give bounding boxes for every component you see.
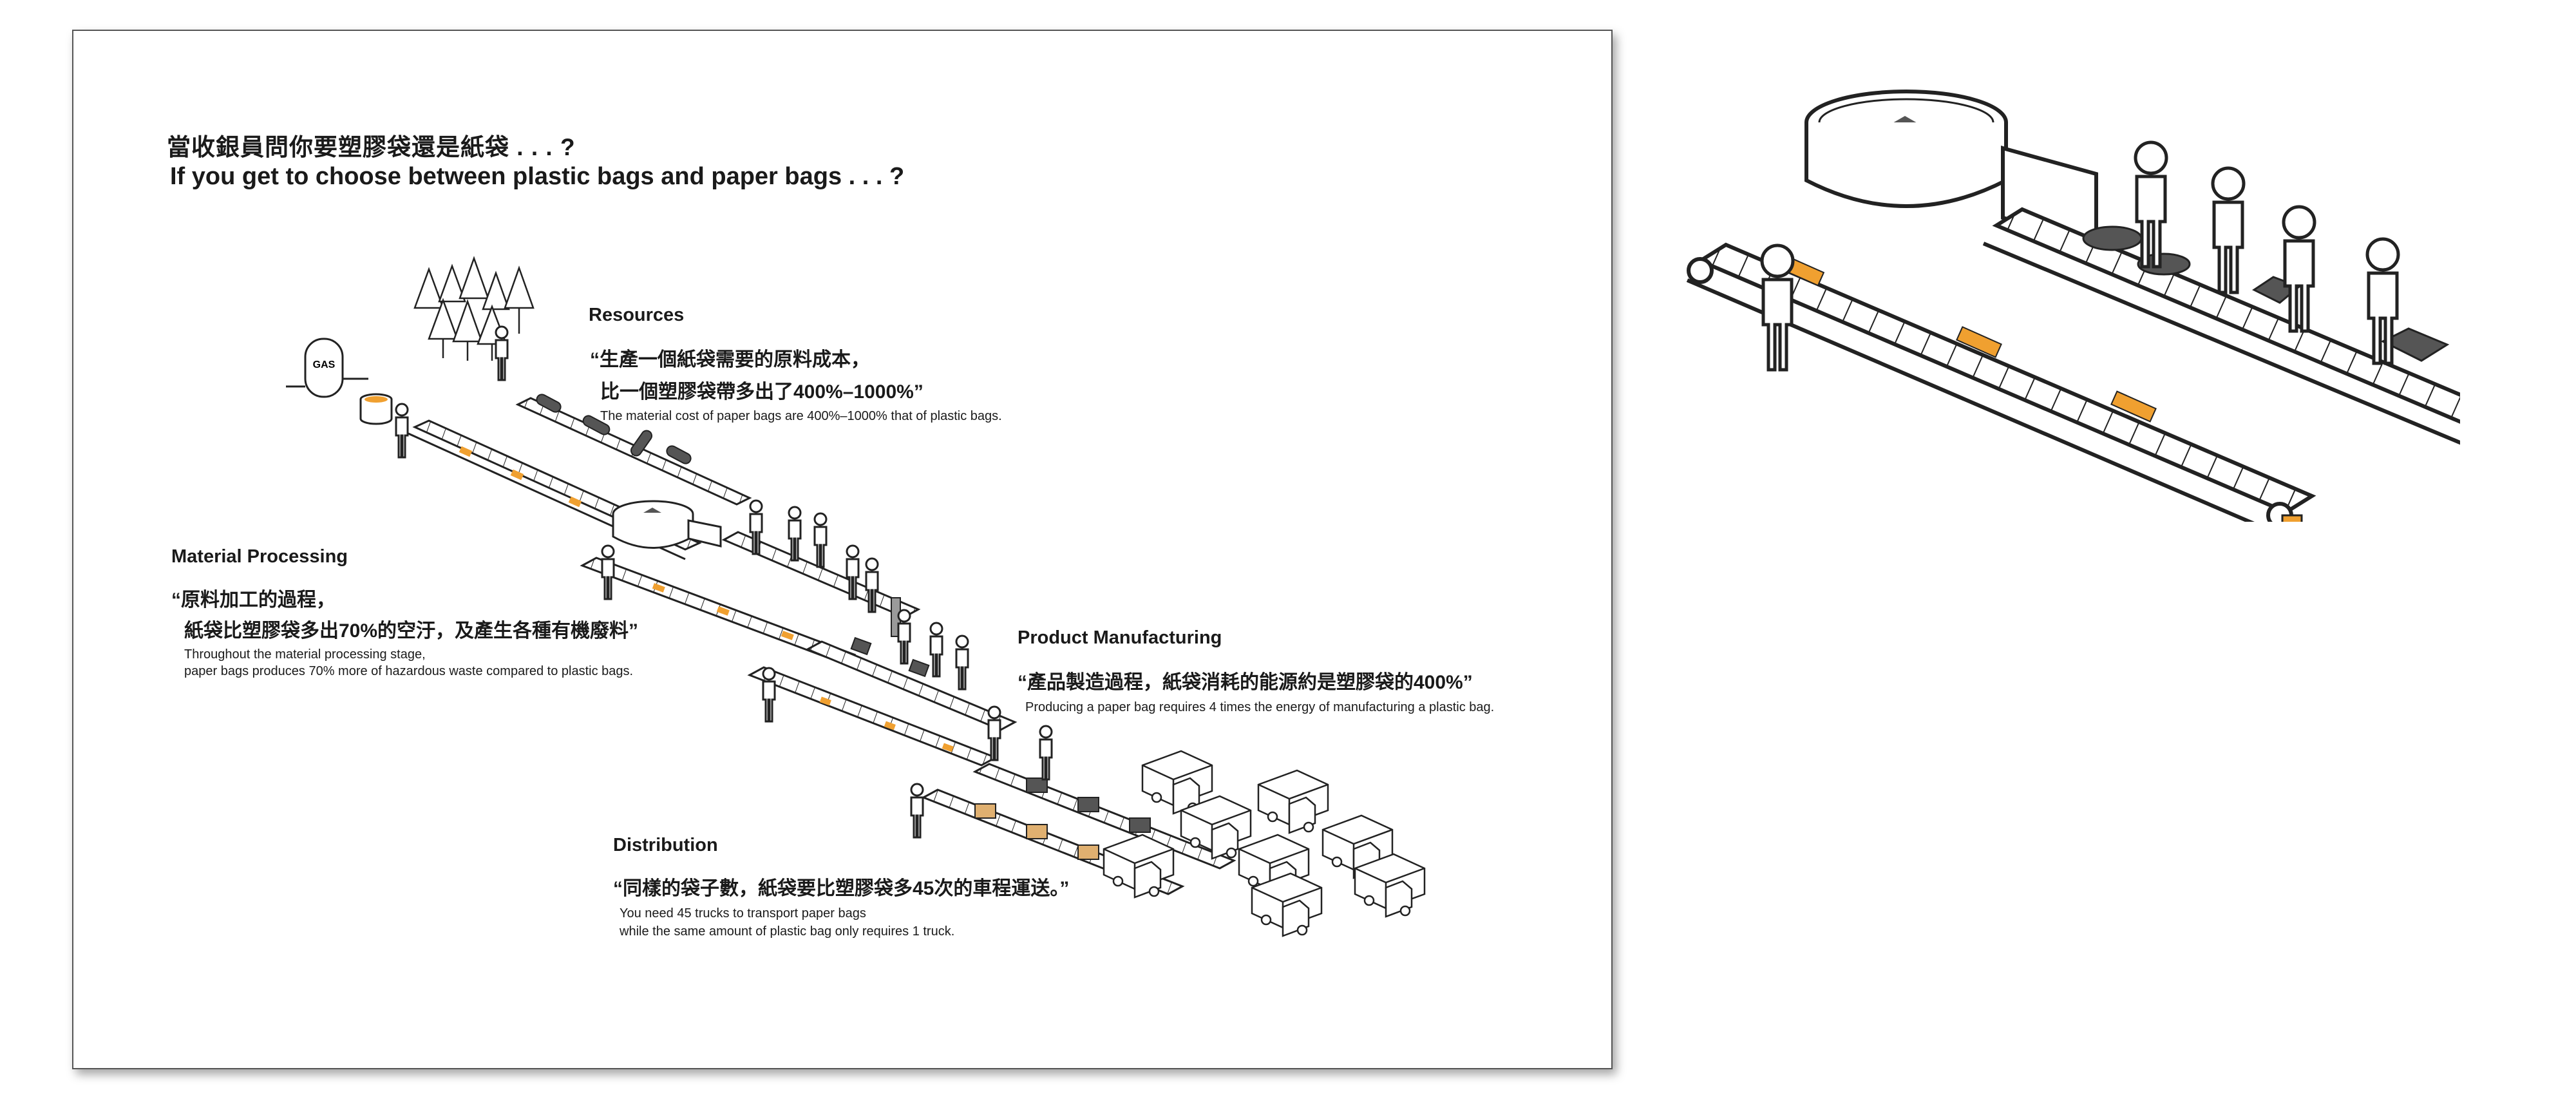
conveyor-belt-manufacturing xyxy=(747,636,1018,767)
forest-icon xyxy=(413,256,535,361)
distribution-note-line2: while the same amount of plastic bag onl… xyxy=(620,924,955,939)
production-chain-illustration: GAS xyxy=(286,256,1426,937)
resources-note: The material cost of paper bags are 400%… xyxy=(600,409,1002,423)
conveyor-detail-illustration xyxy=(1686,90,2460,522)
title-english: If you get to choose between plastic bag… xyxy=(170,163,905,190)
title-chinese: 當收銀員問你要塑膠袋還是紙袋 . . . ? xyxy=(167,134,576,160)
gas-tank-label: GAS xyxy=(313,359,336,370)
gas-tank-icon: GAS xyxy=(286,338,393,425)
product-manufacturing-heading: Product Manufacturing xyxy=(1018,627,1222,648)
product-manufacturing-quote: “產品製造過程，紙袋消耗的能源約是塑膠袋的400%” xyxy=(1018,672,1473,693)
distribution-heading: Distribution xyxy=(613,835,718,855)
pulp-vat-icon xyxy=(612,500,722,549)
distribution-quote: “同樣的袋子數，紙袋要比塑膠袋多45次的車程運送。” xyxy=(613,878,1070,899)
resources-quote-line2: 比一個塑膠袋帶多出了400%–1000%” xyxy=(600,381,923,403)
material-processing-note-line1: Throughout the material processing stage… xyxy=(184,647,426,662)
material-processing-quote-line2: 紙袋比塑膠袋多出70%的空汙，及產生各種有機廢料” xyxy=(184,620,639,642)
material-processing-note-line2: paper bags produces 70% more of hazardou… xyxy=(184,664,634,678)
material-processing-quote-line1: “原料加工的過程， xyxy=(171,589,336,611)
resources-heading: Resources xyxy=(589,305,685,325)
truck-fleet-icon xyxy=(1103,750,1426,937)
material-processing-heading: Material Processing xyxy=(171,546,348,567)
infographic-poster: 當收銀員問你要塑膠袋還是紙袋 . . . ? If you get to cho… xyxy=(72,30,1613,1069)
conveyor-belt-front-detail xyxy=(1686,242,2316,522)
product-manufacturing-note: Producing a paper bag requires 4 times t… xyxy=(1025,700,1495,714)
conveyor-belt-back-detail xyxy=(1982,207,2460,445)
resources-quote-line1: “生產一個紙袋需要的原料成本， xyxy=(590,349,870,370)
distribution-note-line1: You need 45 trucks to transport paper ba… xyxy=(620,906,866,921)
